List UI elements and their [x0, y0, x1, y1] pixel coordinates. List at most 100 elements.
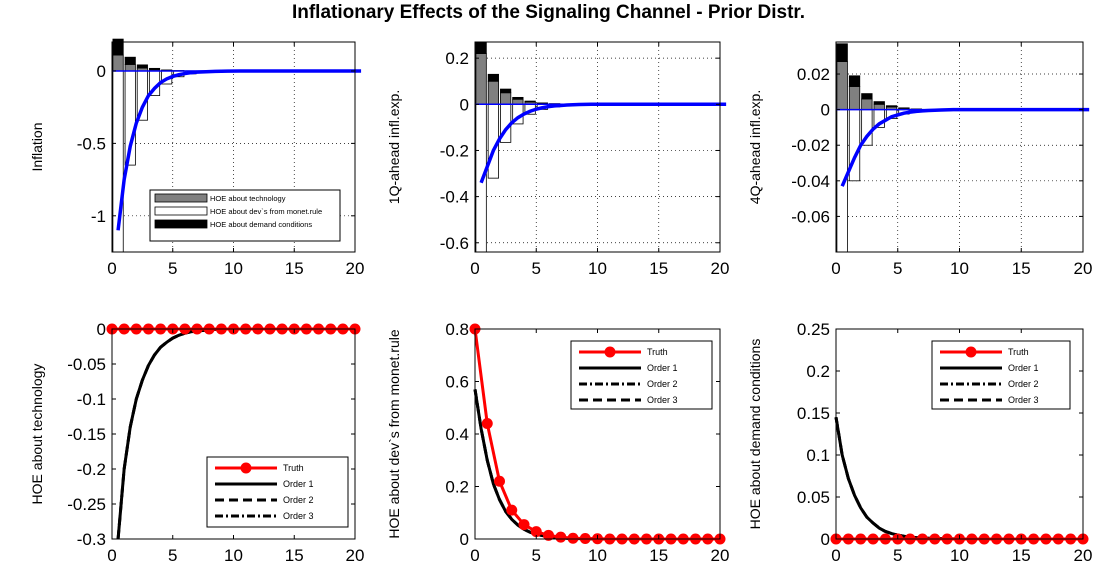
y-tick-label: 0.2 [806, 362, 830, 381]
x-tick-label: 5 [168, 546, 177, 565]
x-tick-label: 0 [470, 259, 479, 278]
legend-label: Order 2 [647, 379, 678, 389]
bar-demand [524, 100, 536, 103]
bar-demand [848, 75, 861, 87]
y-axis-label: 1Q-ahead infl.exp. [386, 90, 402, 204]
bar-technology [836, 61, 848, 111]
bar-demand [500, 88, 512, 94]
legend-label: HOE about technology [210, 194, 286, 203]
y-tick-label: 0.6 [445, 373, 469, 392]
y-axis-label: HOE about dev`s from monet.rule [386, 329, 402, 539]
truth-point [567, 532, 579, 544]
x-tick-label: 20 [711, 546, 730, 565]
y-tick-label: -0.4 [440, 188, 469, 207]
truth-point [530, 526, 542, 538]
y-tick-label: 0.1 [806, 446, 830, 465]
x-tick-label: 10 [588, 546, 607, 565]
series-line-order-1 [834, 416, 1083, 541]
y-tick-label: 0.15 [797, 404, 830, 423]
x-tick-label: 15 [1012, 546, 1031, 565]
y-tick-label: 0.4 [445, 425, 469, 444]
series-line-total-effect [479, 102, 727, 184]
y-tick-label: 0 [97, 320, 106, 339]
series-line-order-2 [834, 416, 1083, 541]
legend-label: Truth [1008, 347, 1029, 357]
bar-demand [148, 67, 161, 71]
bar-technology [487, 80, 499, 105]
bar-demand [512, 96, 524, 100]
x-tick-label: 0 [831, 259, 840, 278]
x-tick-label: 5 [532, 259, 541, 278]
y-tick-label: 0 [821, 101, 830, 120]
y-tick-label: -0.02 [791, 136, 830, 155]
x-tick-label: 15 [285, 546, 304, 565]
legend-label: Order 3 [1008, 395, 1039, 405]
y-tick-label: -0.2 [440, 141, 469, 160]
x-tick-label: 20 [1074, 546, 1093, 565]
truth-point [579, 532, 591, 544]
legend-label: Order 3 [283, 511, 314, 521]
y-tick-label: -0.6 [440, 234, 469, 253]
x-tick-label: 20 [346, 259, 365, 278]
panel-3: 0 5 10 15 20 0.02 0 -0.02 -0.04 -0.06 4Q-ahead inf… [747, 41, 1093, 278]
bar-demand [136, 64, 148, 69]
x-tick-label: 15 [285, 259, 304, 278]
x-tick-label: 5 [893, 546, 902, 565]
y-tick-label: -0.5 [77, 134, 106, 153]
bar-demand [861, 93, 873, 100]
x-tick-label: 10 [950, 546, 969, 565]
bar-technology [124, 64, 136, 72]
x-tick-label: 0 [107, 259, 116, 278]
x-tick-label: 20 [711, 259, 730, 278]
legend-label: Truth [283, 463, 304, 473]
truth-point [481, 418, 493, 429]
y-tick-label: 0.05 [797, 488, 830, 507]
series-line-order-2 [473, 389, 720, 541]
y-tick-label: 0.2 [445, 49, 469, 68]
x-tick-label: 10 [588, 259, 607, 278]
legend-marker-truth [965, 346, 977, 358]
y-tick-label: -0.04 [791, 172, 830, 191]
y-tick-label: -0.3 [77, 530, 106, 549]
y-tick-label: 0 [460, 95, 469, 114]
bar-technology [873, 103, 885, 111]
y-tick-label: 0.2 [445, 478, 469, 497]
legend-swatch [154, 206, 208, 216]
bar-demand [885, 105, 898, 108]
y-tick-label: 0.8 [445, 320, 469, 339]
x-tick-label: 20 [346, 546, 365, 565]
x-tick-label: 5 [168, 259, 177, 278]
y-tick-label: 0 [97, 62, 106, 81]
series-line-order-3 [116, 327, 355, 540]
x-tick-label: 5 [532, 546, 541, 565]
y-tick-label: -0.25 [67, 495, 106, 514]
x-tick-label: 10 [950, 259, 969, 278]
y-tick-label: 0 [821, 530, 830, 549]
bar-technology [500, 92, 512, 105]
bar-demand [124, 56, 136, 65]
legend-label: HOE about dev`s from monet.rule [210, 207, 322, 216]
x-tick-label: 15 [1012, 259, 1031, 278]
truth-point [494, 475, 505, 487]
y-axis-label: HOE about technology [29, 364, 45, 505]
panel-2: 0 5 10 15 20 0.2 0 -0.2 -0.4 -0.6 1Q-ahead infl.ex… [386, 41, 730, 278]
y-tick-label: 0.25 [797, 320, 830, 339]
y-tick-label: -0.15 [67, 425, 106, 444]
bar-demand [898, 107, 910, 109]
bar-demand [475, 41, 487, 54]
x-tick-label: 10 [224, 546, 243, 565]
x-tick-label: 10 [224, 259, 243, 278]
legend-label: Order 1 [647, 363, 678, 373]
series-line-order-3 [834, 416, 1083, 541]
legend-swatch [154, 219, 208, 229]
panel-6: 0 5 10 15 20 0.25 0.2 0.15 0.1 0.05 0 HOE about dem… [747, 320, 1092, 565]
legend-marker-truth [240, 462, 252, 474]
bar-technology [848, 86, 861, 111]
legend: HOE about technology HOE about dev`s from… [149, 189, 341, 242]
x-tick-label: 20 [1074, 259, 1093, 278]
x-tick-label: 0 [107, 546, 116, 565]
x-tick-label: 15 [649, 259, 668, 278]
y-tick-label: -0.06 [791, 207, 830, 226]
y-axis-label: Inflation [29, 122, 45, 171]
